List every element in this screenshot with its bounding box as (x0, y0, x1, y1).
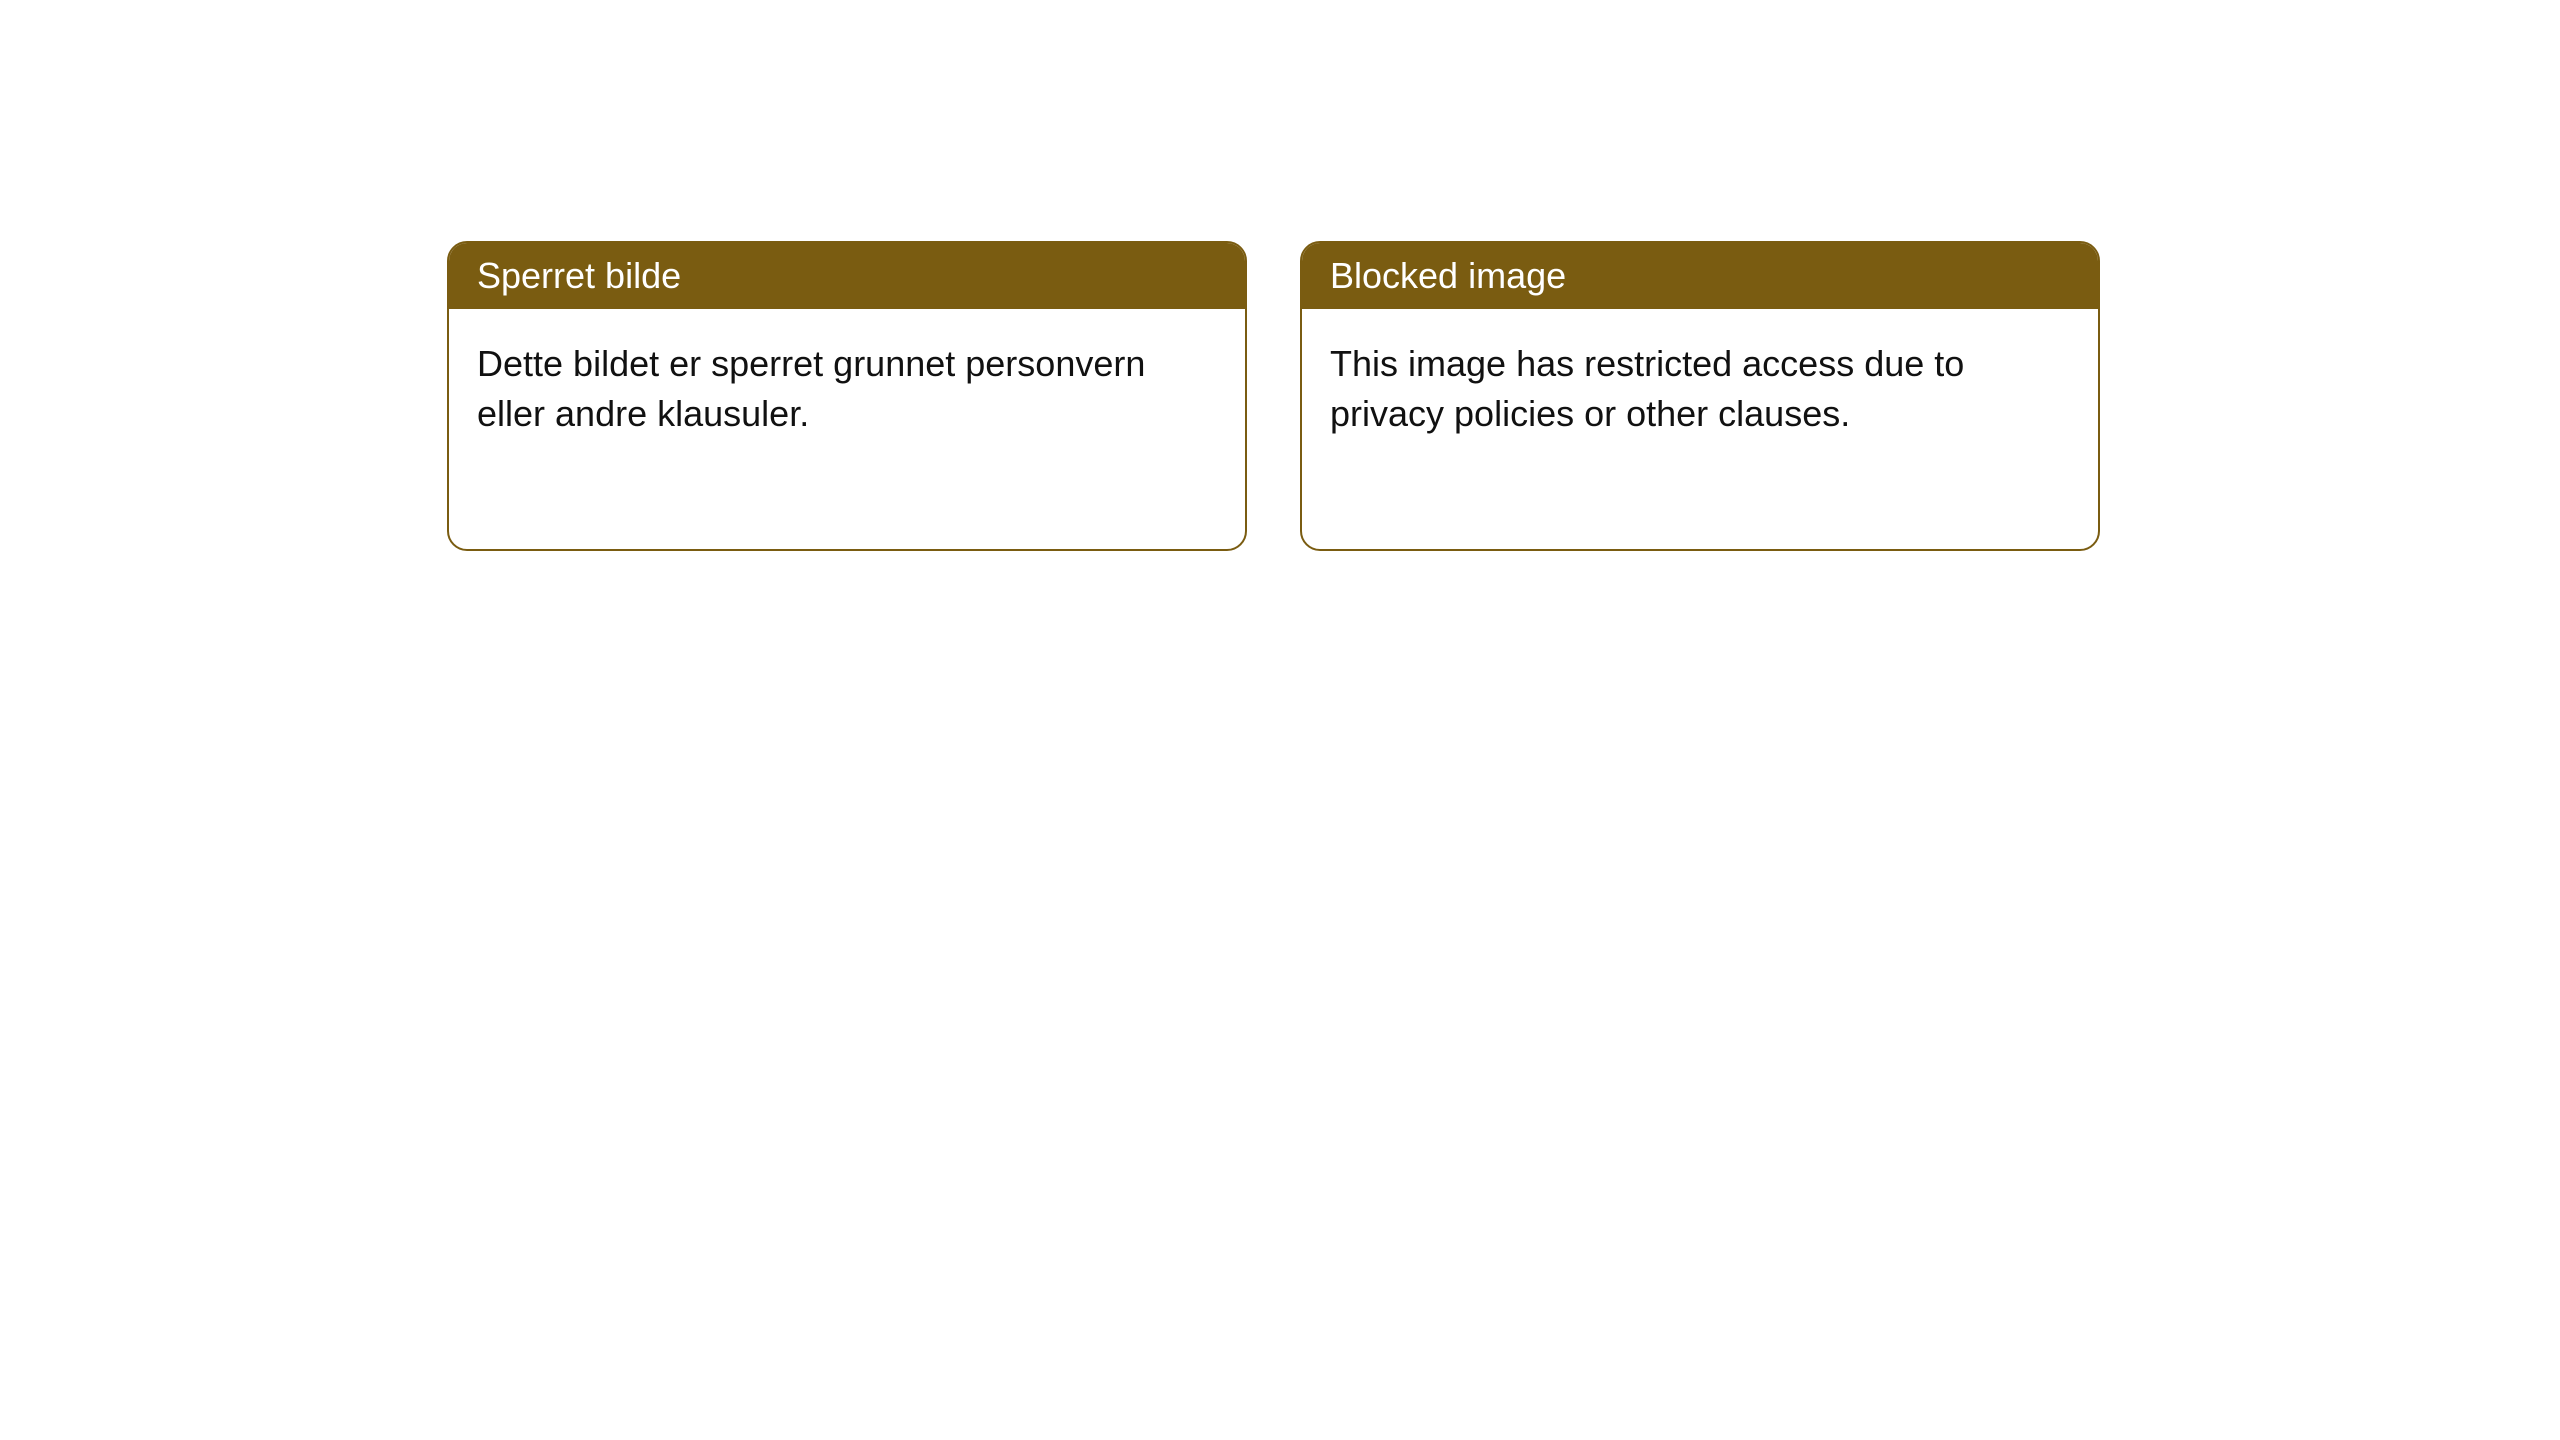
card-title: Sperret bilde (477, 255, 681, 296)
card-header: Sperret bilde (449, 243, 1245, 309)
card-message: Dette bildet er sperret grunnet personve… (477, 343, 1145, 434)
card-title: Blocked image (1330, 255, 1566, 296)
card-body: This image has restricted access due to … (1302, 309, 2098, 549)
card-body: Dette bildet er sperret grunnet personve… (449, 309, 1245, 549)
notice-card-norwegian: Sperret bilde Dette bildet er sperret gr… (447, 241, 1247, 551)
notice-container: Sperret bilde Dette bildet er sperret gr… (0, 0, 2560, 551)
notice-card-english: Blocked image This image has restricted … (1300, 241, 2100, 551)
card-header: Blocked image (1302, 243, 2098, 309)
card-message: This image has restricted access due to … (1330, 343, 1964, 434)
